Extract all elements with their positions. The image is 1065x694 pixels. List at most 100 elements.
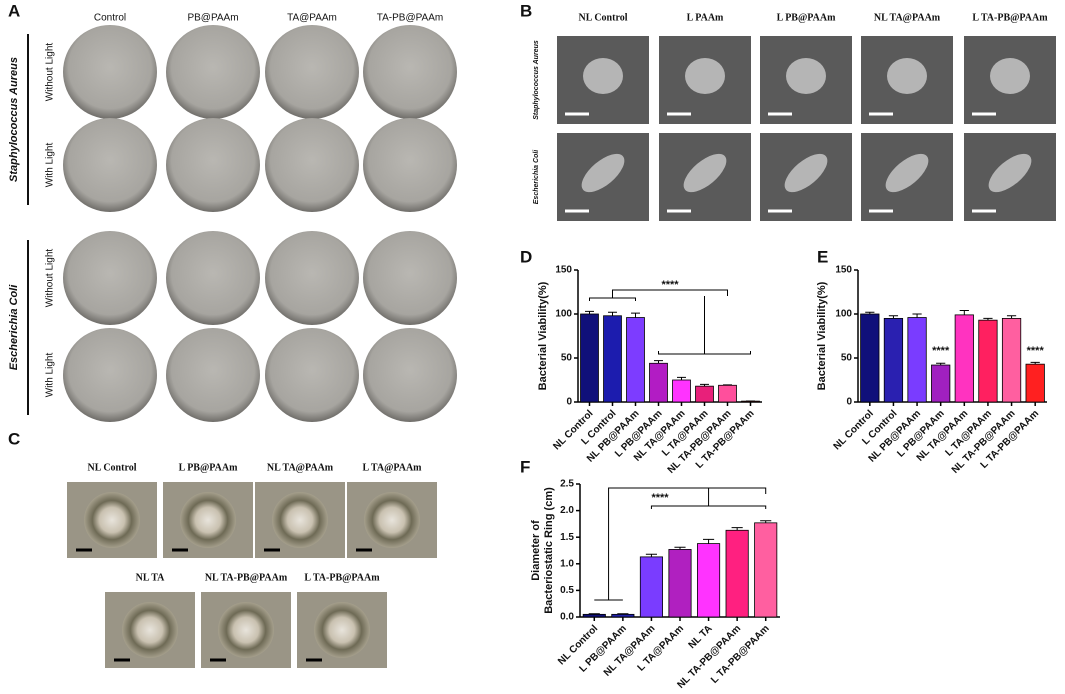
column-header: L TA-PB@PAAm [972, 12, 1048, 23]
cell [583, 58, 623, 94]
column-header: TA-PB@PAAm [377, 13, 443, 24]
plate-photo [363, 231, 457, 325]
panel-letter: F [520, 457, 530, 476]
inhibition-zone [218, 602, 274, 658]
cell [685, 58, 725, 94]
y-tick-label: 0.0 [560, 612, 574, 623]
plate-photo [166, 118, 260, 212]
row-label: Escherichia Coli [533, 149, 540, 205]
bar [582, 613, 606, 618]
panel-letter: D [520, 247, 532, 266]
image-label: L TA-PB@PAAm [304, 572, 380, 583]
image-label: NL TA@PAAm [267, 462, 334, 473]
y-axis-label: Bacterial Viability(%) [816, 281, 828, 390]
column-header: NL TA@PAAm [874, 12, 941, 23]
cell [683, 153, 727, 193]
error-bar [677, 376, 686, 380]
error-bar [674, 546, 686, 550]
panel-letter: C [8, 429, 20, 448]
plate-photo [265, 118, 359, 212]
image-label: NL Control [88, 462, 137, 473]
bracket [589, 289, 751, 355]
error-bar [645, 553, 657, 557]
panel-letter: E [817, 247, 828, 266]
y-tick-label: 150 [555, 265, 572, 276]
plate-photo [265, 231, 359, 325]
plate-photo [363, 118, 457, 212]
bar [754, 522, 778, 618]
group-label: Escherichia Coli [8, 284, 20, 371]
column-header: Control [94, 13, 126, 24]
cell [988, 153, 1032, 193]
y-tick-label: 1.0 [560, 558, 574, 569]
bar [931, 364, 951, 403]
inhibition-zone [84, 492, 140, 548]
y-tick-label: 50 [561, 353, 573, 364]
y-tick-label: 2.5 [560, 479, 574, 490]
plate-photo [363, 25, 457, 119]
bar [603, 315, 622, 403]
error-bar [1006, 315, 1017, 319]
plate-photo [265, 25, 359, 119]
cell [885, 153, 929, 193]
error-bar [888, 315, 899, 319]
image-label: NL TA [136, 572, 166, 583]
plate-photo [63, 25, 157, 119]
error-bar [865, 311, 875, 314]
y-tick-label: 0 [566, 397, 572, 408]
inhibition-zone [364, 492, 420, 548]
y-tick-label: 0.5 [560, 585, 574, 596]
error-bar [731, 527, 743, 531]
y-axis-label: Bacterial Viability(%) [537, 281, 549, 390]
column-header: NL Control [579, 12, 628, 23]
bar [860, 313, 880, 403]
bar [672, 379, 691, 403]
bar [725, 529, 749, 618]
y-tick-label: 2.0 [560, 505, 574, 516]
bar [883, 317, 904, 403]
plate-photo [265, 328, 359, 422]
bar [954, 314, 974, 403]
bar [907, 317, 927, 403]
inhibition-zone [314, 602, 370, 658]
error-bar [631, 312, 640, 318]
bar [639, 556, 663, 618]
bar [718, 384, 737, 403]
column-header: L PAAm [687, 12, 724, 23]
bar [1025, 363, 1045, 403]
error-bar [608, 311, 617, 316]
bar [697, 543, 721, 618]
cell [581, 153, 625, 193]
y-tick-label: 0 [846, 397, 852, 408]
error-bar [959, 309, 969, 315]
error-bar [760, 520, 772, 523]
significance: **** [651, 492, 669, 504]
significance: **** [1027, 345, 1045, 357]
plate-photo [166, 231, 260, 325]
inhibition-zone [180, 492, 236, 548]
error-bar [983, 317, 993, 321]
row-label: With Light [45, 353, 56, 398]
plate-photo [363, 328, 457, 422]
cell [786, 58, 826, 94]
error-bar [654, 360, 663, 364]
cell [990, 58, 1030, 94]
bar [649, 362, 668, 403]
panel-letter: A [8, 1, 20, 20]
y-tick-label: 150 [835, 265, 852, 276]
bar [695, 385, 714, 403]
panel-letter: B [520, 1, 532, 20]
cell [887, 58, 927, 94]
y-tick-label: 1.5 [560, 532, 574, 543]
image-label: L TA@PAAm [362, 462, 422, 473]
y-tick-label: 100 [835, 309, 852, 320]
error-bar [588, 613, 600, 615]
bar [668, 549, 692, 618]
column-header: PB@PAAm [187, 13, 238, 24]
column-header: TA@PAAm [287, 13, 337, 24]
column-header: L PB@PAAm [777, 12, 837, 23]
error-bar [912, 313, 922, 318]
error-bar [703, 538, 715, 544]
significance: **** [932, 345, 950, 357]
group-label: Staphylococcus Aureus [8, 57, 20, 182]
